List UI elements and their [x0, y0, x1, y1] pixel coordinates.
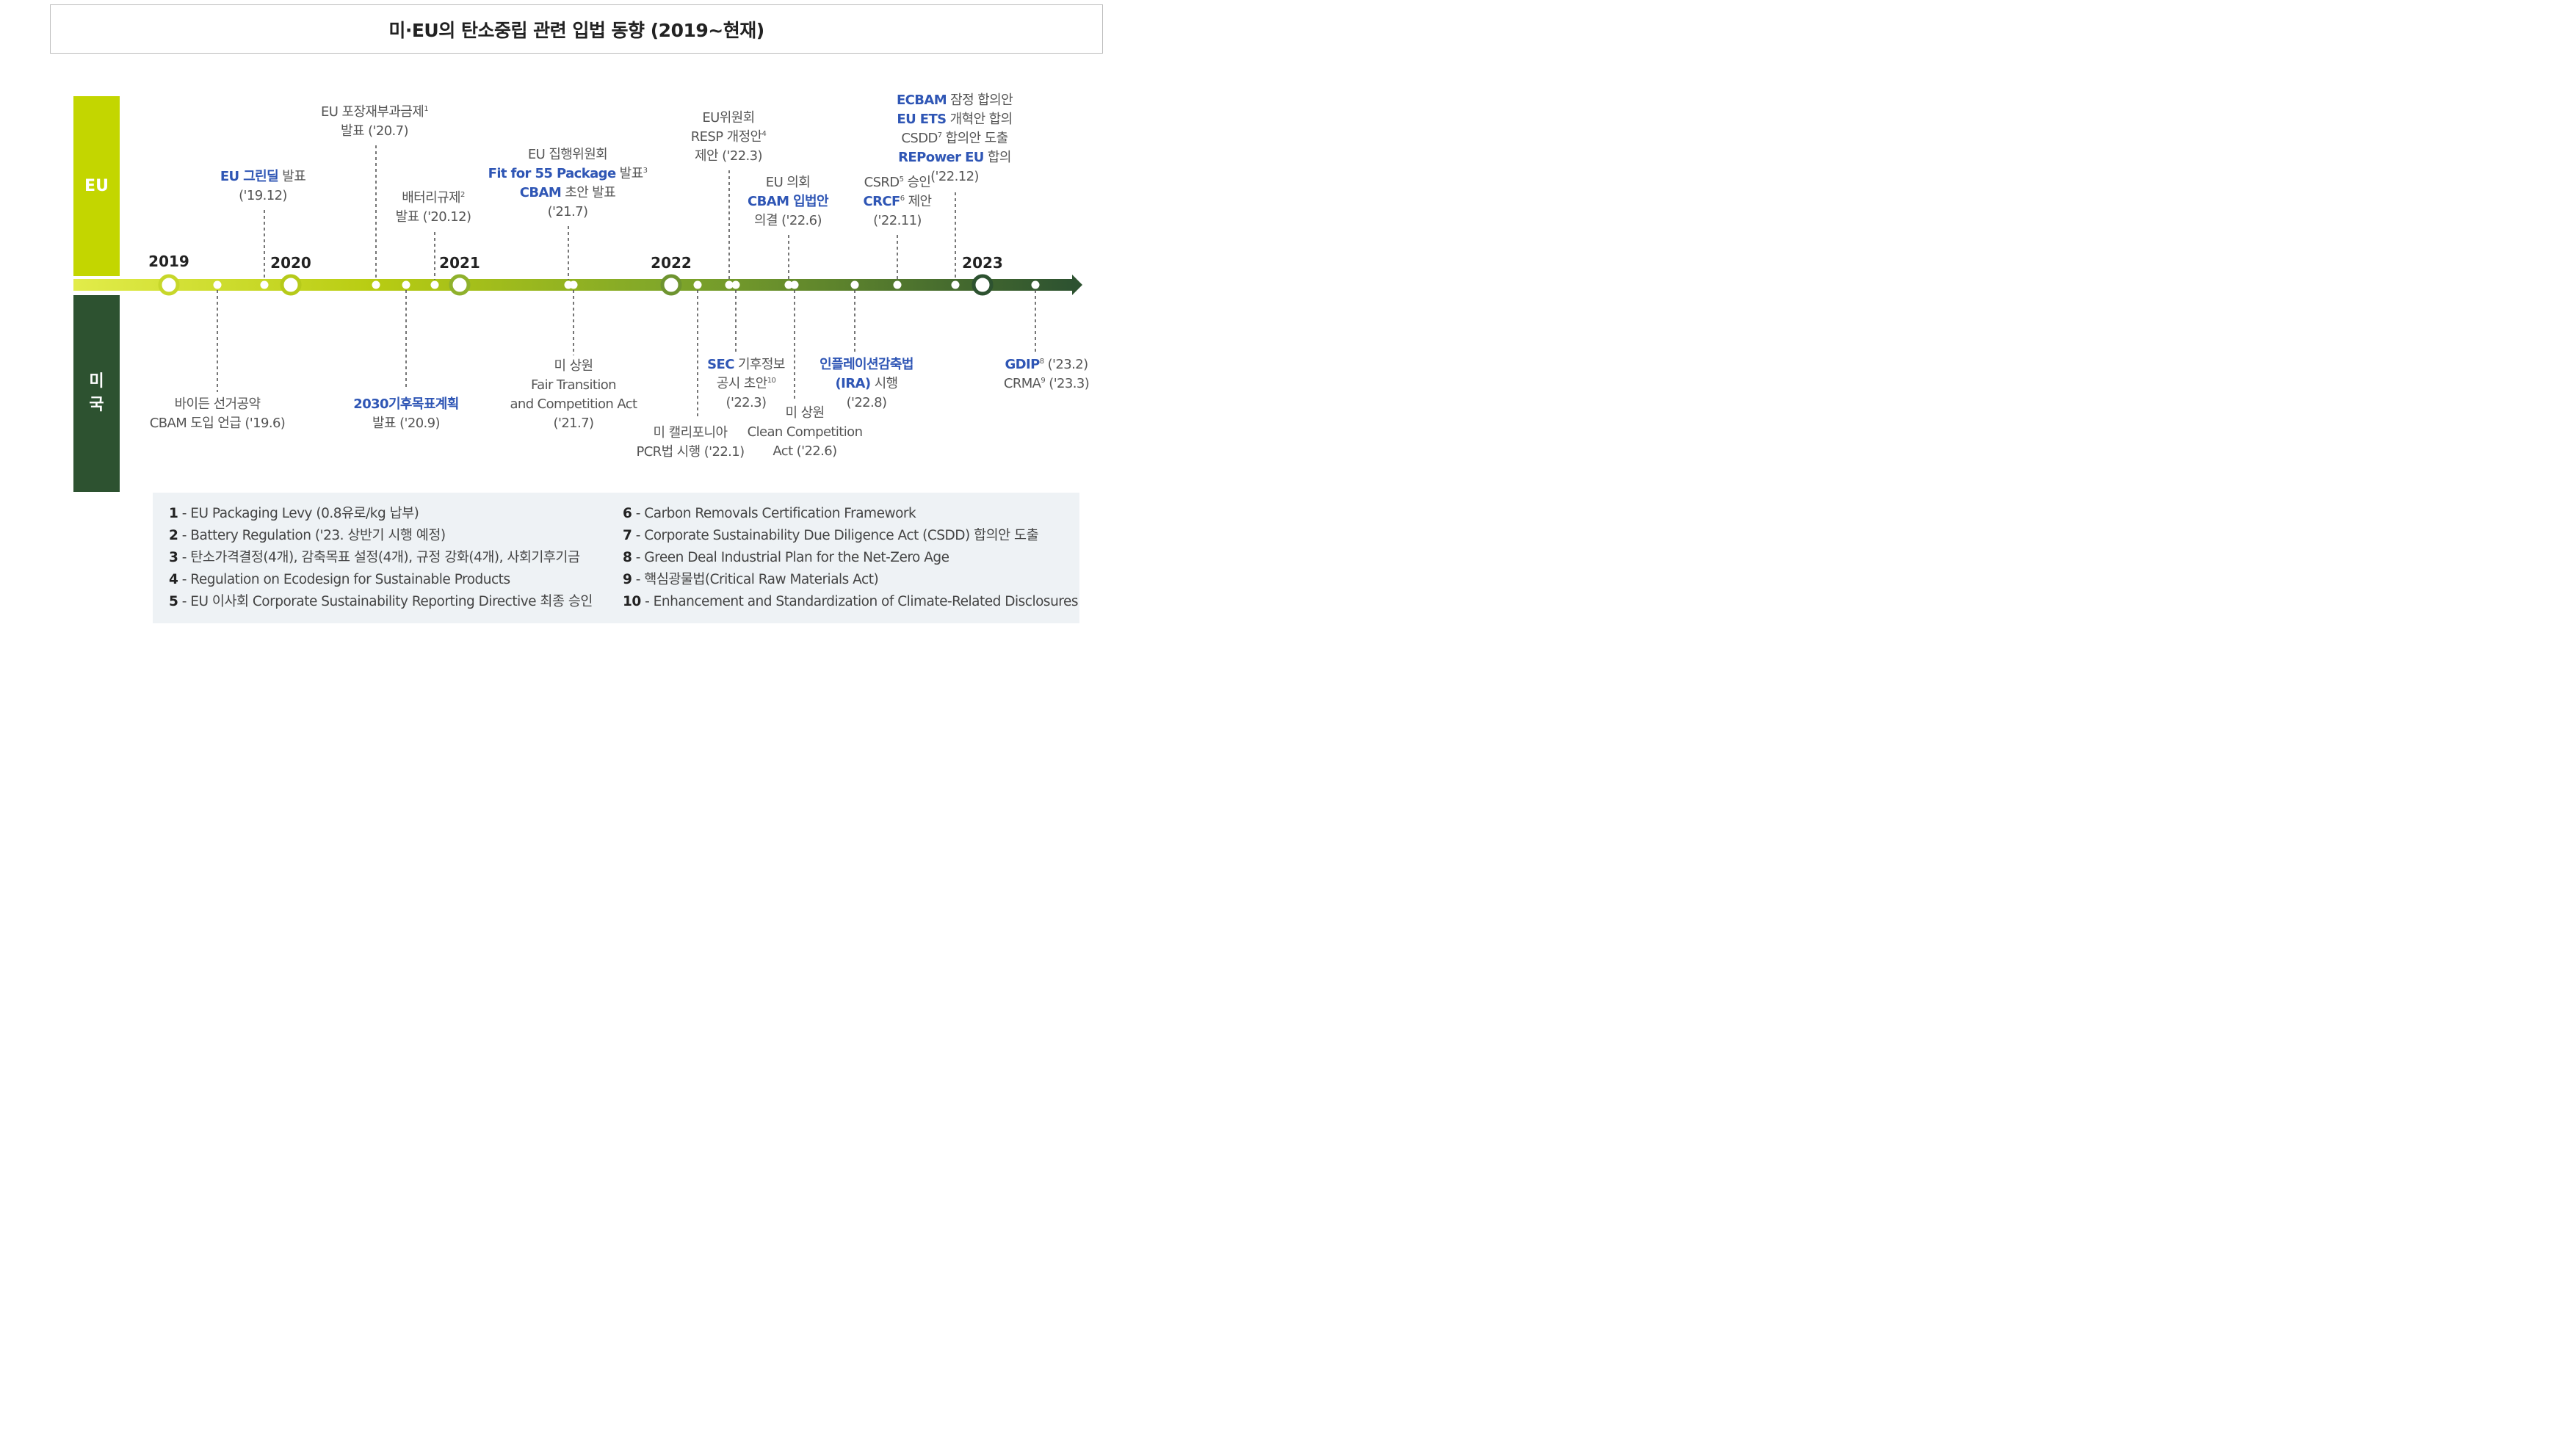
us-event-label: GDIP8 ('23.2) CRMA9 ('23.3) — [1003, 357, 1090, 391]
eu-event-label: EU 집행위원회 Fit for 55 Package 발표3 CBAM 초안 발표… — [488, 147, 648, 220]
us-event-label: 미 캘리포니아 PCR법 시행 ('22.1) — [636, 425, 745, 460]
year-marker — [660, 274, 682, 296]
year-marker — [972, 274, 994, 296]
eu-event-label: ECBAM 잠정 합의안 EU ETS 개혁안 합의 CSDD7 합의안 도출 REP… — [896, 93, 1013, 184]
us-event-label: 미 상원 Fair Transition and Competition Act ('… — [510, 358, 637, 431]
year-marker — [449, 274, 471, 296]
footnote-item: 4 - Regulation on Ecodesign for Sustaina… — [169, 572, 510, 587]
eu-event-label: EU 그린딜 발표 ('19.12) — [220, 169, 306, 203]
eu-event-dot — [372, 280, 380, 289]
year-label: 2020 — [270, 254, 311, 272]
footnote-item: 7 - Corporate Sustainability Due Diligen… — [623, 528, 1039, 543]
year-marker — [158, 274, 180, 296]
eu-band-label: EU — [73, 96, 120, 276]
timeline-arrowhead — [1072, 275, 1082, 295]
us-event-dot — [731, 280, 740, 289]
eu-event-label: EU위원회 RESP 개정안4 제안 ('22.3) — [690, 110, 767, 164]
year-marker — [280, 274, 302, 296]
year-label: 2022 — [651, 254, 692, 272]
year-label: 2023 — [962, 254, 1003, 272]
footnotes-right: 6 - Carbon Removals Certification Framew… — [623, 503, 1079, 613]
page-title: 미·EU의 탄소중립 관련 입법 동향 (2019~현재) — [50, 4, 1103, 54]
footnote-item: 8 - Green Deal Industrial Plan for the N… — [623, 550, 949, 565]
footnote-item: 3 - 탄소가격결정(4개), 감축목표 설정(4개), 규정 강화(4개), … — [169, 550, 580, 565]
eu-event-label: EU 포장재부과금제1 발표 ('20.7) — [321, 104, 429, 139]
footnotes-panel: 1 - EU Packaging Levy (0.8유로/kg 납부) 2 - B… — [153, 493, 1079, 623]
year-label: 2019 — [148, 253, 189, 270]
eu-event-label: CSRD5 승인 CRCF6 제안 ('22.11) — [863, 175, 933, 228]
eu-event-dot — [430, 280, 439, 289]
us-event-label: 2030기후목표계획 발표 ('20.9) — [353, 396, 459, 431]
footnotes-left: 1 - EU Packaging Levy (0.8유로/kg 납부) 2 - B… — [169, 503, 593, 613]
us-event-dot — [213, 280, 222, 289]
footnote-item: 10 - Enhancement and Standardization of … — [623, 594, 1079, 609]
footnote-item: 6 - Carbon Removals Certification Framew… — [623, 506, 916, 521]
footnote-item: 5 - EU 이사회 Corporate Sustainability Repo… — [169, 594, 593, 609]
footnote-item: 2 - Battery Regulation ('23. 상반기 시행 예정) — [169, 528, 446, 543]
eu-event-dot — [260, 280, 269, 289]
us-event-dot — [693, 280, 702, 289]
us-band-label: 미 국 — [73, 295, 120, 492]
us-event-dot — [850, 280, 859, 289]
us-event-label: 인플레이션감축법 (IRA) 시행 ('22.8) — [820, 357, 913, 410]
us-event-dot — [569, 280, 578, 289]
year-label: 2021 — [439, 254, 480, 272]
us-event-dot — [790, 280, 799, 289]
footnote-item: 9 - 핵심광물법(Critical Raw Materials Act) — [623, 572, 879, 587]
us-event-label: 미 상원 Clean Competition Act ('22.6) — [747, 405, 863, 459]
us-event-label: 바이든 선거공약 CBAM 도입 언급 ('19.6) — [149, 396, 286, 431]
eu-event-dot — [784, 280, 793, 289]
us-event-label: SEC 기후정보 공시 초안10 ('22.3) — [707, 357, 785, 410]
us-event-dot — [1031, 280, 1040, 289]
eu-event-label: EU 의회 CBAM 입법안 의결 ('22.6) — [748, 175, 829, 228]
eu-event-label: 배터리규제2 발표 ('20.12) — [395, 190, 471, 225]
eu-event-dot — [893, 280, 902, 289]
timeline-svg — [73, 145, 1082, 418]
footnote-item: 1 - EU Packaging Levy (0.8유로/kg 납부) — [169, 506, 419, 521]
us-event-dot — [402, 280, 410, 289]
eu-event-dot — [951, 280, 960, 289]
eu-event-dot — [725, 280, 734, 289]
